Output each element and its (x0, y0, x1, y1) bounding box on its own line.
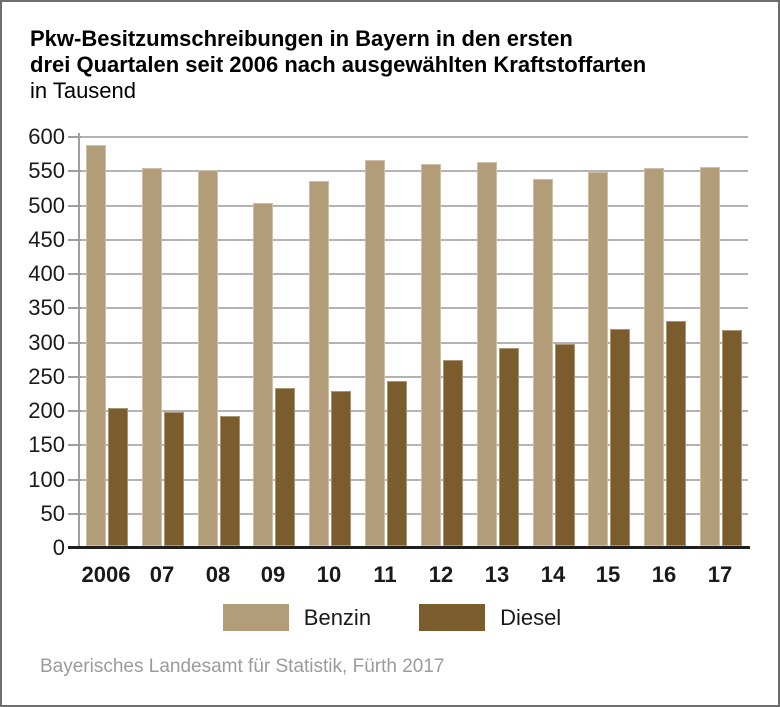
gridline-450 (78, 238, 748, 241)
y-axis-line (78, 133, 80, 548)
bar-diesel-14 (555, 344, 575, 546)
chart-title-line-2: drei Quartalen seit 2006 nach ausgewählt… (30, 52, 647, 77)
y-axis-label-200: 200 (28, 398, 65, 423)
chart-title-line-1: Pkw-Besitzumschreibungen in Bayern in de… (30, 26, 573, 51)
bar-benzin-15 (588, 172, 608, 546)
bar-benzin-2006 (86, 145, 106, 546)
y-axis-tick-300 (68, 341, 81, 344)
bar-diesel-17 (722, 330, 742, 546)
bar-diesel-15 (610, 329, 630, 546)
gridline-200 (78, 410, 748, 412)
gridline-250 (78, 375, 748, 378)
bar-benzin-12 (421, 164, 441, 546)
gridline-150 (78, 444, 748, 447)
x-axis-label-16: 16 (651, 562, 677, 587)
bar-diesel-09 (275, 388, 295, 546)
y-axis-tick-250 (68, 375, 81, 378)
y-axis-label-250: 250 (28, 363, 65, 389)
bar-benzin-16 (644, 168, 664, 546)
bar-diesel-10 (331, 391, 351, 546)
y-axis-label-50: 50 (40, 500, 65, 526)
legend-item-benzin: Benzin (222, 604, 372, 631)
bar-benzin-17 (700, 167, 720, 546)
y-axis-label-100: 100 (28, 466, 65, 492)
x-axis-label-15: 15 (595, 562, 621, 587)
x-axis-label-17: 17 (707, 562, 733, 587)
legend-label-diesel: Diesel (500, 604, 562, 630)
legend-item-diesel: Diesel (419, 604, 561, 631)
legend: Benzin Diesel (2, 604, 778, 631)
x-axis-label-2006: 2006 (81, 562, 131, 587)
y-axis-label-350: 350 (28, 295, 65, 321)
gridline-50 (78, 512, 748, 515)
bar-benzin-14 (533, 179, 553, 546)
bar-benzin-11 (365, 160, 385, 546)
y-axis-label-600: 600 (28, 124, 65, 149)
x-axis-label-08: 08 (205, 562, 231, 587)
x-axis-label-14: 14 (540, 562, 566, 587)
gridline-600 (78, 136, 748, 138)
y-axis-tick-50 (68, 512, 81, 515)
chart-subtitle: in Tausend (30, 78, 137, 103)
bar-benzin-09 (253, 203, 273, 546)
y-axis-tick-100 (68, 478, 81, 481)
y-axis-label-150: 150 (28, 432, 65, 458)
bar-diesel-08 (220, 416, 240, 546)
x-axis-label-09: 09 (260, 562, 286, 587)
bar-diesel-07 (164, 412, 184, 546)
y-axis-tick-450 (68, 238, 81, 241)
gridline-350 (78, 307, 748, 310)
bar-benzin-08 (198, 170, 218, 546)
gridline-500 (78, 204, 748, 207)
x-axis-label-12: 12 (428, 562, 454, 587)
y-axis-label-500: 500 (28, 192, 65, 218)
bar-diesel-11 (387, 381, 407, 546)
y-axis-label-400: 400 (28, 261, 65, 286)
source-attribution: Bayerisches Landesamt für Statistik, Für… (40, 656, 445, 677)
y-axis-tick-600 (68, 136, 81, 138)
y-axis-label-450: 450 (28, 226, 65, 252)
legend-label-benzin: Benzin (303, 604, 372, 630)
bar-diesel-12 (443, 360, 463, 546)
y-axis-tick-350 (68, 307, 81, 310)
gridline-300 (78, 341, 748, 344)
y-axis-label-0: 0 (52, 535, 65, 560)
bar-diesel-2006 (108, 408, 128, 546)
gridline-550 (78, 170, 748, 173)
y-axis-tick-200 (68, 410, 81, 412)
bar-diesel-16 (666, 321, 686, 546)
x-axis-label-11: 11 (373, 562, 397, 587)
bar-benzin-10 (309, 181, 329, 546)
legend-swatch-diesel (419, 604, 486, 631)
y-axis-label-550: 550 (28, 158, 65, 184)
y-axis-tick-400 (68, 273, 81, 275)
x-axis-label-07: 07 (149, 562, 175, 587)
bar-benzin-07 (142, 168, 162, 546)
bar-diesel-13 (499, 348, 519, 546)
y-axis-tick-500 (68, 204, 81, 207)
x-axis-label-13: 13 (484, 562, 510, 587)
gridline-400 (78, 273, 748, 275)
gridline-100 (78, 478, 748, 481)
x-axis-label-10: 10 (316, 562, 342, 587)
legend-swatch-benzin (222, 604, 289, 631)
x-axis-baseline (68, 546, 750, 549)
chart-title-block: Pkw-Besitzumschreibungen in Bayern in de… (30, 26, 646, 104)
y-axis-tick-150 (68, 444, 81, 447)
y-axis-tick-550 (68, 170, 81, 173)
y-axis-label-300: 300 (28, 329, 65, 355)
bar-benzin-13 (477, 162, 497, 546)
